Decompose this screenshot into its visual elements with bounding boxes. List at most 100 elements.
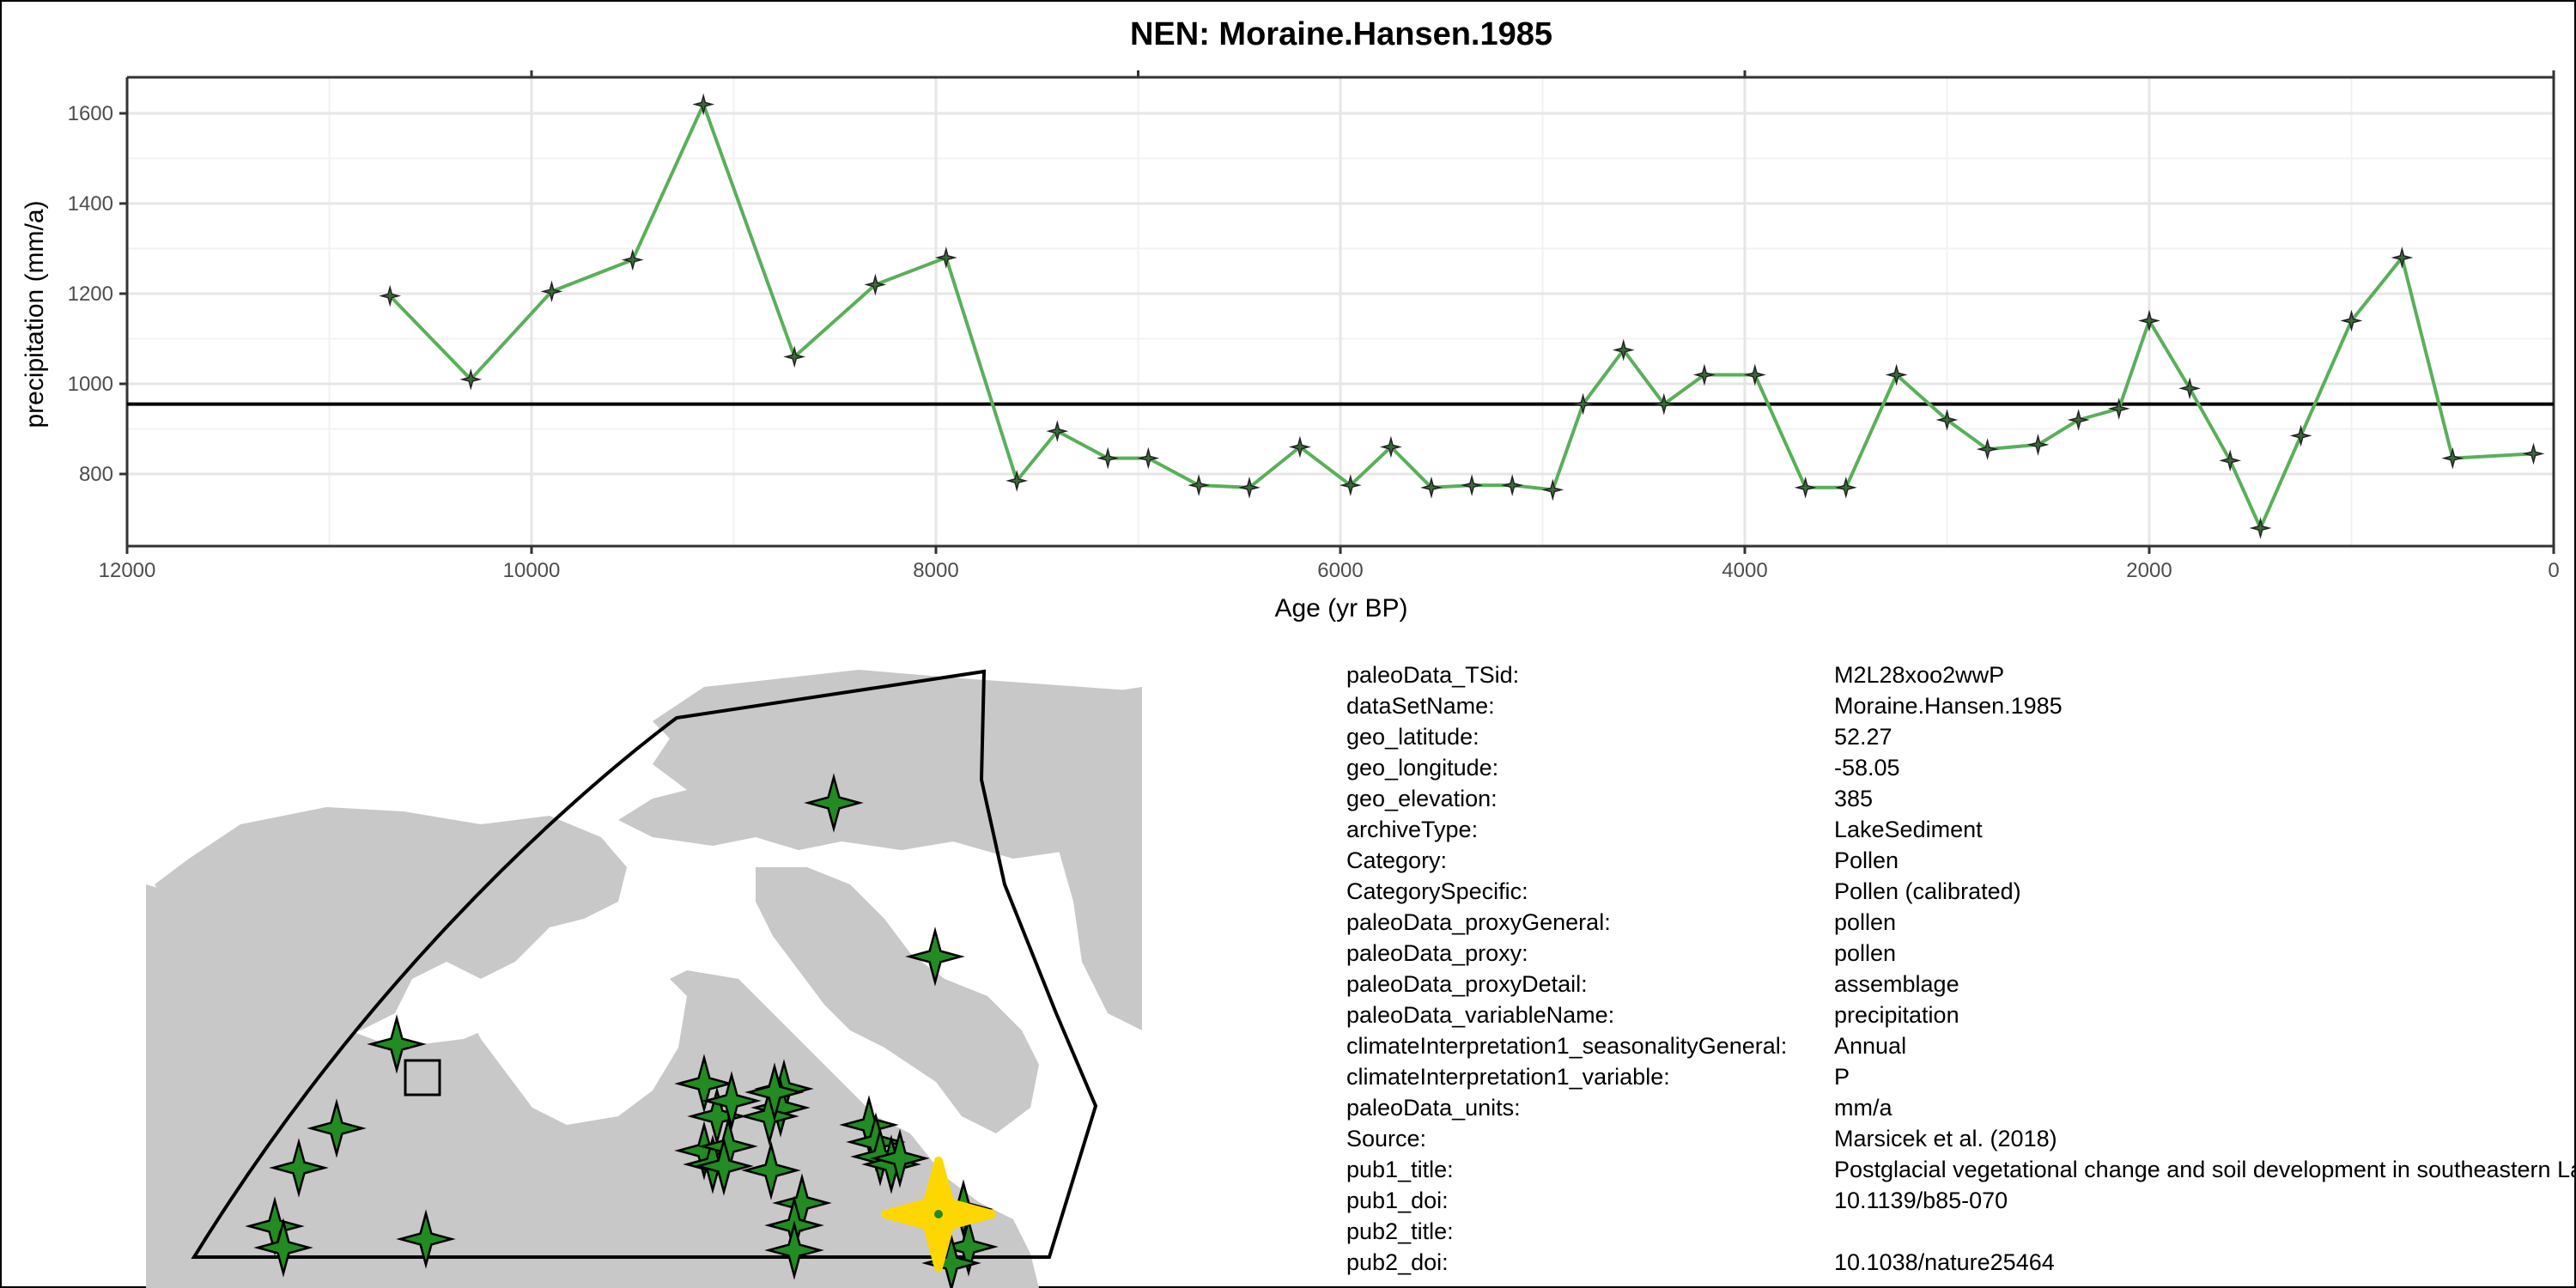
data-point [2249, 517, 2272, 539]
data-point [864, 273, 887, 296]
map-extent-boundary [191, 669, 1098, 1259]
metadata-row: Source: Marsicek et al. (2018) [1346, 1123, 2576, 1154]
metadata-key: paleoData_proxy: [1346, 940, 1528, 966]
data-point [1501, 474, 1524, 497]
map-hudson-bay-water [464, 945, 687, 1125]
y-tick-label: 800 [79, 463, 113, 486]
data-point [1461, 474, 1484, 497]
metadata-row: paleoData_TSid: M2L28xoo2wwP [1346, 659, 2576, 690]
data-point [2289, 424, 2312, 447]
metadata-value: 10.1038/nature25464 [1834, 1249, 2055, 1275]
data-point [379, 284, 402, 307]
data-point [2138, 309, 2160, 332]
data-point [2340, 309, 2363, 332]
highlight-site-center [934, 1210, 943, 1218]
metadata-value: 52.27 [1834, 724, 1893, 750]
site-marker [253, 1218, 313, 1278]
metadata-row: Category: Pollen [1346, 845, 2576, 876]
metadata-row: paleoData_proxyGeneral: pollen [1346, 907, 2576, 938]
data-point [1976, 438, 1999, 461]
site-marker [741, 1140, 801, 1200]
metadata-row: paleoData_variableName: precipitation [1346, 999, 2576, 1030]
data-point [1743, 363, 1766, 386]
x-tick-label: 2000 [2126, 559, 2172, 582]
site-map [146, 669, 1142, 1288]
metadata-panel: paleoData_TSid: M2L28xoo2wwP dataSetName: M… [1346, 659, 2576, 1278]
metadata-value: M2L28xoo2wwP [1834, 662, 2005, 688]
data-point [1834, 476, 1857, 499]
metadata-row: pub2_doi: 10.1038/nature25464 [1346, 1247, 2576, 1278]
metadata-key: pub1_doi: [1346, 1188, 1449, 1213]
metadata-row: geo_elevation: 385 [1346, 783, 2576, 814]
data-point [2522, 442, 2545, 465]
y-tick-label: 1000 [68, 373, 113, 396]
map-landmass-greenland [1030, 687, 1142, 1030]
site-marker [396, 1209, 456, 1269]
data-point [1794, 476, 1817, 499]
metadata-key: pub2_title: [1346, 1218, 1454, 1244]
data-point [1339, 474, 1362, 497]
site-marker [702, 1071, 762, 1131]
site-markers [245, 773, 999, 1288]
data-point [1692, 363, 1716, 386]
data-point [1005, 469, 1029, 492]
data-point [1935, 409, 1959, 431]
data-point [621, 248, 644, 271]
metadata-value: Moraine.Hansen.1985 [1834, 693, 2063, 719]
data-point [1137, 447, 1160, 470]
data-point [1238, 476, 1261, 499]
data-point [1652, 392, 1675, 416]
data-point [2026, 433, 2050, 456]
metadata-row: climateInterpretation1_seasonalityGenera… [1346, 1030, 2576, 1061]
data-point [2441, 447, 2464, 470]
metadata-row: paleoData_proxy: pollen [1346, 938, 2576, 969]
site-marker [870, 1128, 930, 1188]
data-point [1046, 420, 1069, 443]
metadata-key: paleoData_units: [1346, 1095, 1521, 1121]
metadata-row: pub1_title: Postglacial vegetational chan… [1346, 1154, 2576, 1185]
site-marker [744, 1062, 805, 1122]
data-point [1379, 435, 1402, 459]
data-point [1571, 392, 1595, 416]
data-point [1612, 338, 1635, 361]
site-marker [674, 1054, 734, 1114]
metadata-key: climateInterpretation1_variable: [1346, 1064, 1670, 1090]
metadata-value: Pollen [1834, 848, 1899, 873]
data-point [1885, 363, 1908, 386]
metadata-row: paleoData_proxyDetail: assemblage [1346, 969, 2576, 999]
metadata-key: dataSetName: [1346, 693, 1495, 719]
metadata-row: pub1_doi: 10.1139/b85-070 [1346, 1185, 2576, 1216]
metadata-key: geo_elevation: [1346, 786, 1498, 811]
metadata-value: pollen [1834, 909, 1897, 935]
chart-grid [125, 77, 2555, 546]
x-tick-label: 0 [2548, 559, 2559, 582]
metadata-value: precipitation [1834, 1002, 1959, 1028]
metadata-key: climateInterpretation1_seasonalityGenera… [1346, 1033, 1788, 1059]
metadata-row: pub2_title: [1346, 1216, 2576, 1247]
metadata-key: geo_latitude: [1346, 724, 1479, 750]
site-marker [269, 1138, 329, 1198]
metadata-value: Marsicek et al. (2018) [1834, 1126, 2057, 1151]
data-point [1288, 435, 1311, 459]
metadata-row: paleoData_units: mm/a [1346, 1092, 2576, 1123]
y-tick-label: 1400 [68, 192, 113, 216]
metadata-key: paleoData_variableName: [1346, 1002, 1615, 1028]
y-tick-label: 1600 [68, 102, 113, 125]
metadata-value: Postglacial vegetational change and soil… [1834, 1157, 2576, 1182]
data-point [540, 280, 563, 303]
chart-axes: 12000 10000 8000 6000 4000 2000 0 800 1000 1200 14… [68, 70, 2560, 582]
x-tick-label: 8000 [913, 559, 958, 582]
metadata-key: pub2_doi: [1346, 1249, 1449, 1275]
metadata-row: dataSetName: Moraine.Hansen.1985 [1346, 690, 2576, 721]
metadata-value: LakeSediment [1834, 817, 1983, 842]
x-tick-label: 6000 [1317, 559, 1363, 582]
data-point [2067, 409, 2090, 431]
metadata-row: geo_latitude: 52.27 [1346, 721, 2576, 752]
metadata-value: assemblage [1834, 971, 1959, 997]
map-land [146, 670, 1142, 1288]
site-marker [739, 1086, 799, 1146]
site-marker [694, 1136, 754, 1196]
data-point [1097, 447, 1120, 470]
